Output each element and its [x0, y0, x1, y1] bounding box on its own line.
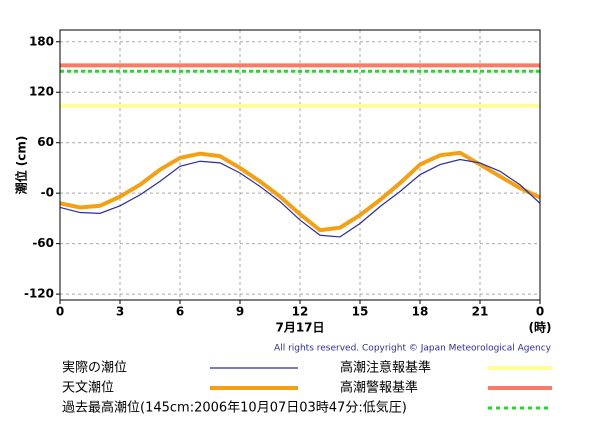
- y-tick-label: 120: [29, 85, 54, 99]
- legend-label: 過去最高潮位(145cm:2006年10月07日03時47分:低気圧): [62, 400, 407, 416]
- x-tick-label: 0: [536, 305, 544, 319]
- y-tick-label: 180: [29, 34, 54, 48]
- x-unit: (時): [529, 320, 552, 335]
- copyright: All rights reserved. Copyright © Japan M…: [274, 344, 552, 354]
- x-tick-label: 15: [352, 305, 369, 319]
- x-tick-label: 3: [116, 305, 124, 319]
- y-tick-label: -60: [32, 236, 54, 250]
- series-line: [59, 150, 541, 233]
- x-tick-label: 0: [56, 305, 64, 319]
- x-tick-label: 21: [472, 305, 489, 319]
- y-axis-label: 潮位 (cm): [14, 136, 29, 195]
- x-tick-label: 6: [176, 305, 184, 319]
- legend-label: 高潮警報基準: [340, 380, 418, 396]
- legend-label: 実際の潮位: [62, 360, 127, 376]
- x-tick-label: 18: [412, 305, 429, 319]
- y-tick-label: 60: [37, 135, 54, 149]
- series-line: [59, 158, 541, 238]
- y-tick-label: -120: [24, 287, 54, 301]
- legend-label: 天文潮位: [62, 381, 114, 396]
- x-tick-label: 12: [292, 305, 309, 319]
- x-axis-label: 7月17日: [275, 321, 324, 335]
- plot-frame: [59, 29, 541, 301]
- y-tick-label: -0: [41, 186, 54, 200]
- x-tick-label: 9: [236, 305, 244, 319]
- legend-label: 高潮注意報基準: [340, 360, 431, 376]
